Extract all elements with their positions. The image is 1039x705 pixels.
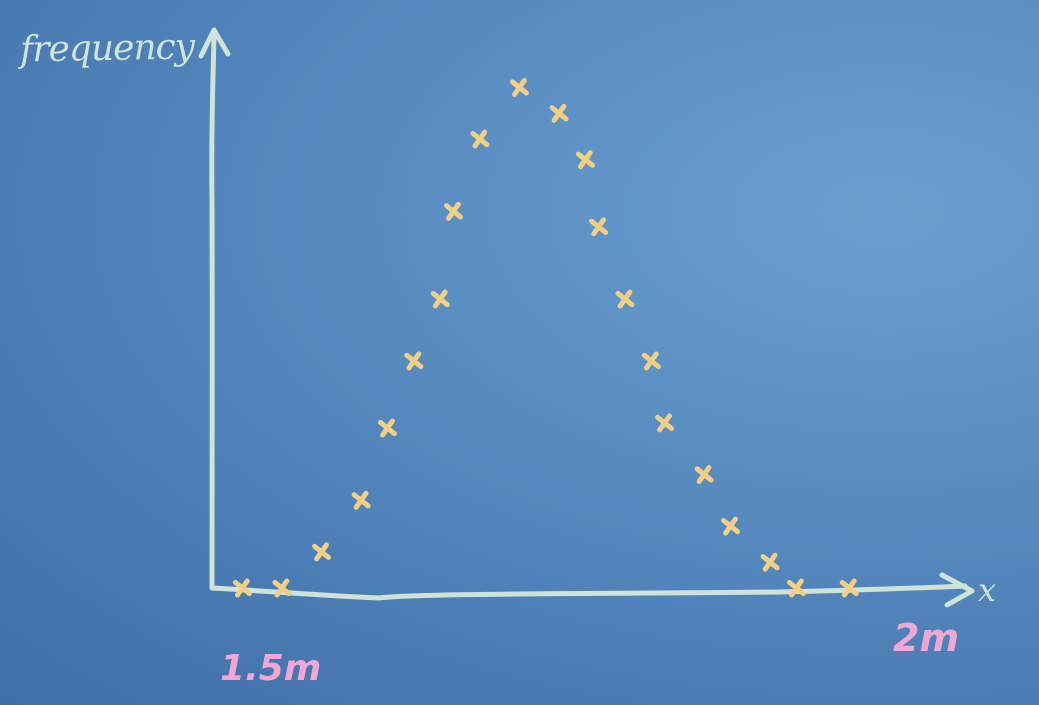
- data-point-21: [839, 578, 859, 598]
- data-point-13: [589, 217, 609, 237]
- data-point-5: [377, 418, 397, 438]
- data-point-15: [641, 351, 661, 371]
- data-point-12: [575, 150, 595, 170]
- data-point-7: [430, 289, 450, 309]
- data-point-3: [312, 542, 332, 562]
- data-point-17: [694, 464, 714, 484]
- data-point-16: [655, 413, 675, 433]
- data-points-group: [232, 77, 859, 598]
- y-axis-label: frequency: [19, 26, 195, 71]
- data-point-11: [549, 103, 569, 123]
- data-point-20: [786, 578, 806, 598]
- data-point-10: [509, 77, 529, 97]
- x-tick-label-left: 1.5m: [220, 648, 322, 689]
- data-point-9: [470, 129, 490, 149]
- x-axis-line: [209, 583, 968, 601]
- data-point-8: [443, 201, 463, 221]
- data-point-2: [272, 578, 292, 598]
- x-axis-label: x: [978, 571, 997, 609]
- data-point-6: [404, 351, 424, 371]
- x-axis-arrowhead: [939, 572, 975, 608]
- data-point-1: [232, 578, 252, 598]
- y-axis-arrowhead: [198, 27, 231, 59]
- data-point-18: [721, 516, 741, 536]
- data-point-14: [615, 289, 635, 309]
- data-point-19: [760, 552, 780, 572]
- y-axis-line: [209, 35, 217, 591]
- x-tick-label-right: 2m: [893, 616, 960, 660]
- data-point-4: [351, 490, 371, 510]
